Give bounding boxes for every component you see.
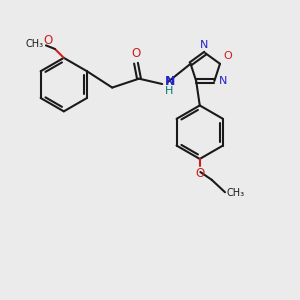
Text: CH₃: CH₃ (26, 39, 44, 49)
Text: N: N (165, 75, 175, 88)
Text: O: O (43, 34, 52, 47)
Text: O: O (195, 167, 204, 180)
Text: N: N (218, 76, 227, 86)
Text: H: H (165, 85, 173, 96)
Text: N: N (200, 40, 208, 50)
Text: O: O (131, 46, 141, 60)
Text: O: O (224, 51, 232, 61)
Text: CH₃: CH₃ (226, 188, 244, 198)
